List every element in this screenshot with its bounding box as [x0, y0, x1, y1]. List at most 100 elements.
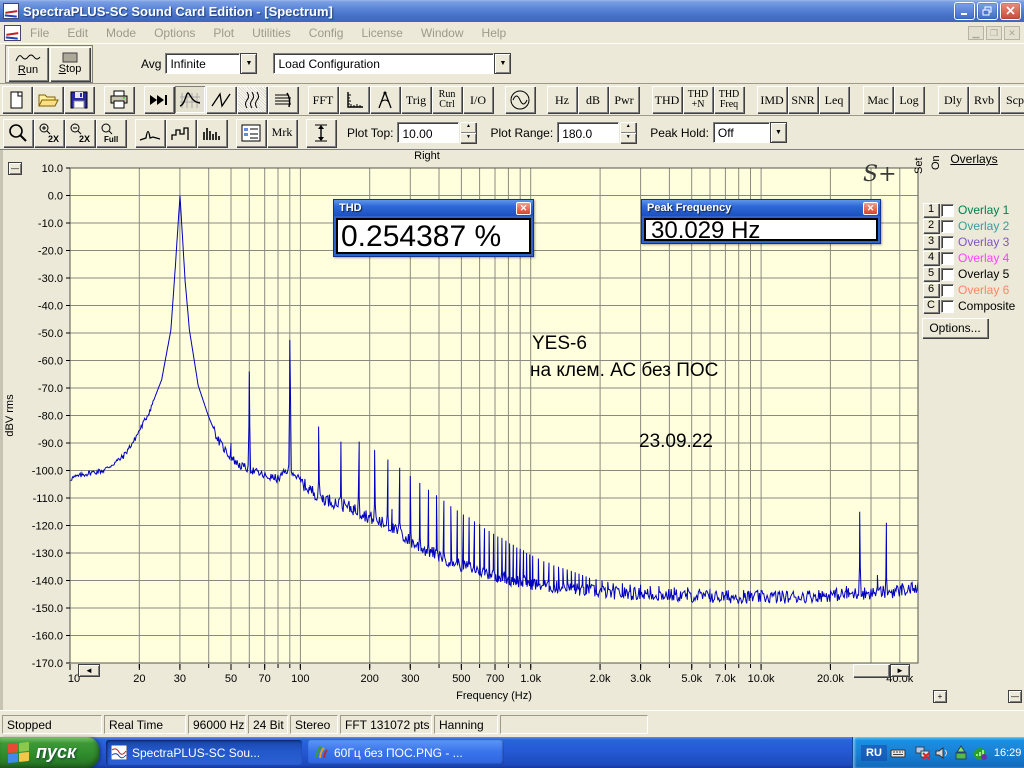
overlay-set-button-3[interactable]: 3: [923, 235, 939, 249]
scroll-right-button[interactable]: ►: [890, 664, 910, 677]
calibration-button[interactable]: [370, 86, 400, 113]
dly-button[interactable]: Dly: [938, 86, 968, 113]
status-cell-4: Stereo: [290, 715, 338, 734]
signal-generator-button[interactable]: [505, 86, 535, 113]
scp-button[interactable]: Scp: [1000, 86, 1024, 113]
task-button-0[interactable]: SpectraPLUS-SC Sou...: [106, 740, 302, 765]
markers-button[interactable]: Mrk: [267, 119, 297, 147]
menu-plot[interactable]: Plot: [204, 23, 243, 43]
menu-config[interactable]: Config: [300, 23, 353, 43]
waterfall-view-button[interactable]: [237, 86, 267, 113]
open-file-button[interactable]: [33, 86, 63, 113]
overlay-on-checkbox-C[interactable]: [941, 300, 954, 313]
print-button[interactable]: [104, 86, 134, 113]
scroll-left-button[interactable]: ◄: [78, 664, 100, 677]
restore-button[interactable]: [977, 2, 998, 20]
thd-window[interactable]: THD ✕ 0.254387 %: [333, 199, 534, 257]
snr-button[interactable]: SNR: [788, 86, 818, 113]
overlay-on-checkbox-3[interactable]: [941, 236, 954, 249]
run-button[interactable]: Run: [8, 47, 48, 81]
log-button[interactable]: Log: [894, 86, 924, 113]
plot-top-spinner[interactable]: ▲▼: [460, 122, 476, 143]
signal-icon[interactable]: [972, 745, 988, 761]
zoom-in-2x-button[interactable]: 2X: [34, 119, 64, 147]
leq-button[interactable]: Leq: [819, 86, 849, 113]
thd-close-icon[interactable]: ✕: [516, 202, 531, 215]
sonogram-view-button[interactable]: [268, 86, 298, 113]
step-plot-mode-button[interactable]: [166, 119, 196, 147]
thd-n-button[interactable]: THD +N: [683, 86, 713, 113]
minimize-button[interactable]: [954, 2, 975, 20]
bar-plot-mode-button[interactable]: [197, 119, 227, 147]
spectrum-view-button[interactable]: [175, 86, 205, 113]
keyboard-icon[interactable]: [890, 745, 906, 761]
plot-top-input[interactable]: [397, 122, 459, 143]
rvb-button[interactable]: Rvb: [969, 86, 999, 113]
db-button[interactable]: dB: [578, 86, 608, 113]
collapse-plot-button[interactable]: —: [8, 162, 22, 175]
thd-freq-button[interactable]: THD Freq: [714, 86, 744, 113]
scale-range-button[interactable]: [306, 119, 336, 147]
zoom-plus-button[interactable]: +: [933, 690, 947, 703]
peak-hold-dropdown[interactable]: Off ▼: [713, 122, 787, 143]
menu-license[interactable]: License: [352, 23, 411, 43]
menu-utilities[interactable]: Utilities: [243, 23, 300, 43]
peak-frequency-titlebar[interactable]: Peak Frequency ✕: [642, 200, 880, 216]
overlay-on-checkbox-5[interactable]: [941, 268, 954, 281]
overlays-on-label: On: [930, 155, 942, 170]
pwr-button[interactable]: Pwr: [609, 86, 639, 113]
overlay-set-button-2[interactable]: 2: [923, 219, 939, 233]
overlay-on-checkbox-2[interactable]: [941, 220, 954, 233]
close-button[interactable]: [1000, 2, 1021, 20]
overlay-set-button-4[interactable]: 4: [923, 251, 939, 265]
menu-edit[interactable]: Edit: [58, 23, 97, 43]
zoom-out-2x-button[interactable]: 2X: [65, 119, 95, 147]
zoom-minus-button[interactable]: —: [1008, 690, 1022, 703]
thd-window-titlebar[interactable]: THD ✕: [334, 200, 533, 216]
overlay-options-button[interactable]: Options...: [922, 318, 988, 338]
fft-settings-button[interactable]: FFT: [308, 86, 338, 113]
network-status-icon[interactable]: [915, 745, 931, 761]
time-series-view-button[interactable]: [206, 86, 236, 113]
menu-options[interactable]: Options: [145, 23, 204, 43]
hz-button[interactable]: Hz: [547, 86, 577, 113]
thd-button[interactable]: THD: [652, 86, 682, 113]
save-file-button[interactable]: [64, 86, 94, 113]
io-device-button[interactable]: I/O: [463, 86, 493, 113]
stop-button[interactable]: Stop: [50, 47, 90, 81]
display-options-button[interactable]: [236, 119, 266, 147]
overlay-on-checkbox-1[interactable]: [941, 204, 954, 217]
avg-dropdown[interactable]: Infinite ▼: [165, 53, 257, 74]
peak-frequency-close-icon[interactable]: ✕: [863, 202, 878, 215]
volume-icon[interactable]: [934, 745, 950, 761]
overlay-on-checkbox-6[interactable]: [941, 284, 954, 297]
menu-help[interactable]: Help: [473, 23, 516, 43]
overlay-on-checkbox-4[interactable]: [941, 252, 954, 265]
line-plot-mode-button[interactable]: [135, 119, 165, 147]
fast-forward-button[interactable]: [144, 86, 174, 113]
zoom-button[interactable]: [3, 119, 33, 147]
trigger-button[interactable]: Trig: [401, 86, 431, 113]
update-icon[interactable]: [953, 745, 969, 761]
run-control-button[interactable]: Run Ctrl: [432, 86, 462, 113]
task-button-1[interactable]: 60Гц без ПОС.PNG - ...: [308, 740, 504, 765]
menu-mode[interactable]: Mode: [97, 23, 145, 43]
imd-button[interactable]: IMD: [757, 86, 787, 113]
plot-range-input[interactable]: [557, 122, 619, 143]
plot-range-spinner[interactable]: ▲▼: [620, 122, 636, 143]
overlay-set-button-1[interactable]: 1: [923, 203, 939, 217]
language-indicator[interactable]: RU: [861, 745, 887, 761]
overlay-set-button-6[interactable]: 6: [923, 283, 939, 297]
load-configuration-dropdown[interactable]: Load Configuration ▼: [273, 53, 511, 74]
scaling-button[interactable]: [339, 86, 369, 113]
peak-frequency-window[interactable]: Peak Frequency ✕ 30.029 Hz: [641, 199, 881, 244]
start-button[interactable]: пуск: [0, 737, 99, 768]
menu-file[interactable]: File: [21, 23, 58, 43]
overlay-set-button-5[interactable]: 5: [923, 267, 939, 281]
scrollbar-thumb[interactable]: [853, 664, 889, 677]
mac-button[interactable]: Mac: [863, 86, 893, 113]
menu-window[interactable]: Window: [412, 23, 473, 43]
overlay-set-button-C[interactable]: C: [923, 299, 939, 313]
new-file-button[interactable]: [2, 86, 32, 113]
zoom-out-full-button[interactable]: Full: [96, 119, 126, 147]
